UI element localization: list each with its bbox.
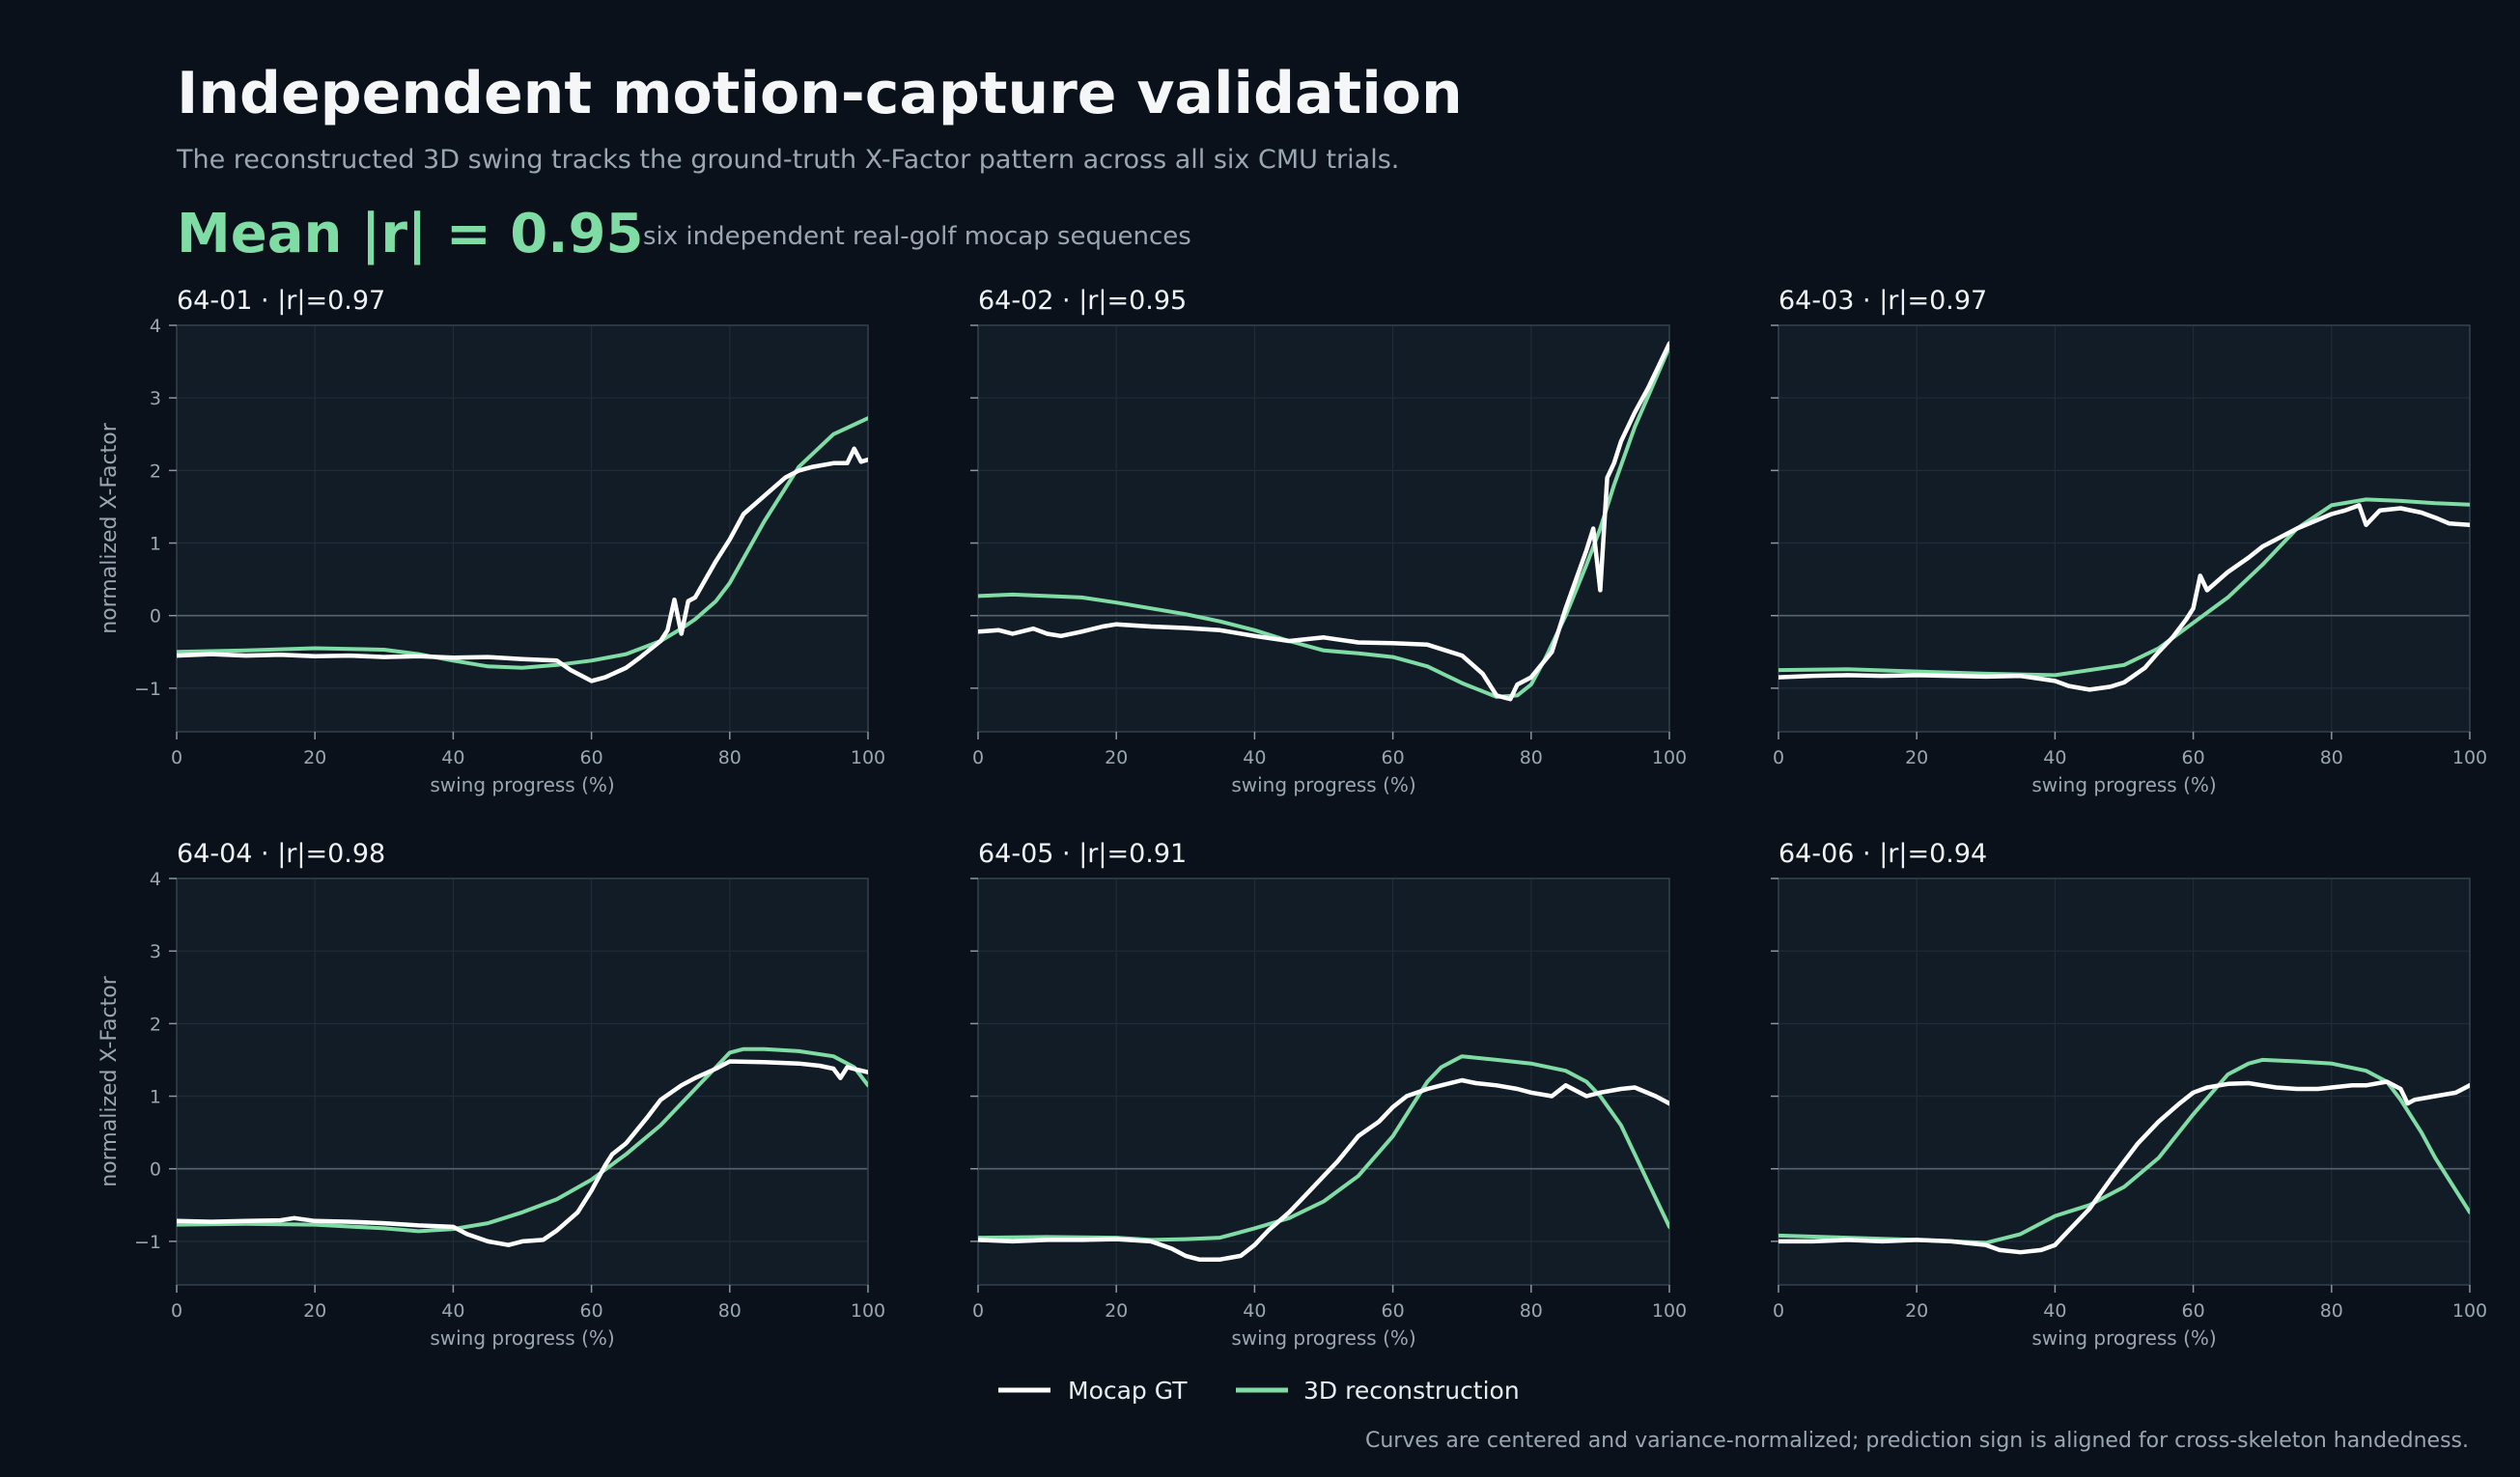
x-tick-label: 20 xyxy=(1905,747,1928,768)
y-tick-label: 4 xyxy=(150,869,161,890)
y-tick-label: 4 xyxy=(150,316,161,337)
x-tick-label: 0 xyxy=(972,747,984,768)
x-tick-label: 100 xyxy=(1652,1300,1687,1322)
x-axis-label: swing progress (%) xyxy=(430,1326,614,1350)
plot-frame xyxy=(1778,878,2471,1286)
x-tick-label: 60 xyxy=(2182,747,2205,768)
x-tick-label: 0 xyxy=(1773,1300,1784,1322)
footnote: Curves are centered and variance-normali… xyxy=(1364,1429,2469,1453)
y-tick-label: 0 xyxy=(150,1159,161,1181)
y-tick-label: 3 xyxy=(150,388,161,409)
legend-label-3d-reconstruction: 3D reconstruction xyxy=(1303,1377,1520,1405)
series-3d-reconstruction xyxy=(177,1046,868,1234)
plot-area xyxy=(978,878,1669,1285)
panel-5: 64-05 · |r|=0.91 0 20 40 60 80 100 swing progre… xyxy=(970,839,1687,1350)
series-mocap-gt xyxy=(177,446,868,683)
y-tick-label: 2 xyxy=(150,1014,161,1035)
y-tick-label: −1 xyxy=(134,1232,161,1253)
panel-title: 64-02 · |r|=0.95 xyxy=(978,286,1187,316)
series-3d-reconstruction xyxy=(1778,497,2470,678)
x-tick-label: 80 xyxy=(2320,1300,2343,1322)
x-axis-label: swing progress (%) xyxy=(1231,1326,1415,1350)
y-tick-label: 3 xyxy=(150,941,161,962)
x-tick-label: 60 xyxy=(1382,1300,1405,1322)
x-tick-label: 80 xyxy=(718,747,742,768)
x-tick-label: 20 xyxy=(303,1300,326,1322)
x-tick-label: 20 xyxy=(1105,1300,1128,1322)
y-tick-label: 1 xyxy=(150,534,161,555)
x-tick-label: 60 xyxy=(2182,1300,2205,1322)
x-tick-label: 80 xyxy=(2320,747,2343,768)
page-title: Independent motion-capture validation xyxy=(177,60,1463,127)
x-axis-label: swing progress (%) xyxy=(2031,773,2216,796)
series-mocap-gt xyxy=(1778,503,2470,692)
x-tick-label: 100 xyxy=(2452,747,2487,768)
x-tick-label: 20 xyxy=(303,747,326,768)
y-tick-label: −1 xyxy=(134,679,161,700)
plot-frame xyxy=(977,324,1670,733)
plot-area xyxy=(978,325,1669,732)
plot-area xyxy=(1778,878,2470,1285)
legend-label-mocap-gt: Mocap GT xyxy=(1068,1377,1188,1405)
panel-title: 64-03 · |r|=0.97 xyxy=(1778,286,1987,316)
panel-title: 64-06 · |r|=0.94 xyxy=(1778,839,1987,869)
y-tick-label: 0 xyxy=(150,606,161,627)
x-tick-label: 100 xyxy=(851,747,885,768)
x-tick-label: 80 xyxy=(1520,747,1543,768)
plot-frame xyxy=(1778,324,2471,733)
plot-area xyxy=(177,325,868,732)
series-mocap-gt xyxy=(978,341,1669,702)
series-mocap-gt xyxy=(978,1077,1669,1262)
x-tick-label: 60 xyxy=(1382,747,1405,768)
x-tick-label: 100 xyxy=(1652,747,1687,768)
x-tick-label: 40 xyxy=(441,747,464,768)
x-tick-label: 20 xyxy=(1105,747,1128,768)
panel-4: 64-04 · |r|=0.98 0 20 40 60 80 100 −1 0 1 2 3 4 swing… xyxy=(98,839,885,1350)
x-tick-label: 80 xyxy=(1520,1300,1543,1322)
series-mocap-gt xyxy=(177,1059,868,1247)
plot-frame xyxy=(176,324,869,733)
x-tick-label: 60 xyxy=(580,747,603,768)
panel-title: 64-01 · |r|=0.97 xyxy=(177,286,385,316)
panel-3: 64-03 · |r|=0.97 0 20 40 60 80 100 swing progre… xyxy=(1771,286,2487,796)
metric-note: six independent real-golf mocap sequence… xyxy=(643,222,1191,251)
legend: Mocap GT 3D reconstruction xyxy=(998,1377,1520,1405)
y-tick-label: 2 xyxy=(150,460,161,482)
x-axis-label: swing progress (%) xyxy=(430,773,614,796)
x-tick-label: 0 xyxy=(171,1300,182,1322)
panel-title: 64-05 · |r|=0.91 xyxy=(978,839,1187,869)
x-axis-label: swing progress (%) xyxy=(1231,773,1415,796)
series-3d-reconstruction xyxy=(177,416,868,670)
x-tick-label: 0 xyxy=(1773,747,1784,768)
x-tick-label: 40 xyxy=(2043,1300,2066,1322)
y-tick-label: 1 xyxy=(150,1087,161,1108)
x-tick-label: 40 xyxy=(1243,1300,1266,1322)
plot-frame xyxy=(977,878,1670,1286)
series-3d-reconstruction xyxy=(978,1054,1669,1242)
x-tick-label: 0 xyxy=(171,747,182,768)
x-tick-label: 100 xyxy=(2452,1300,2487,1322)
panel-2: 64-02 · |r|=0.95 0 20 40 60 80 100 swing progre… xyxy=(970,286,1687,796)
panel-6: 64-06 · |r|=0.94 0 20 40 60 80 100 swing progre… xyxy=(1771,839,2487,1350)
y-axis-label: normalized X-Factor xyxy=(98,975,122,1186)
x-tick-label: 60 xyxy=(580,1300,603,1322)
x-tick-label: 80 xyxy=(718,1300,742,1322)
x-tick-label: 20 xyxy=(1905,1300,1928,1322)
panel-title: 64-04 · |r|=0.98 xyxy=(177,839,385,869)
x-tick-label: 0 xyxy=(972,1300,984,1322)
x-tick-label: 40 xyxy=(2043,747,2066,768)
x-tick-label: 40 xyxy=(1243,747,1266,768)
page-subtitle: The reconstructed 3D swing tracks the gr… xyxy=(177,145,1400,175)
x-tick-label: 40 xyxy=(441,1300,464,1322)
x-tick-label: 100 xyxy=(851,1300,885,1322)
panel-1: 64-01 · |r|=0.97 0 20 40 60 80 100 −1 0 1 2 3 4 swing… xyxy=(98,286,885,796)
x-axis-label: swing progress (%) xyxy=(2031,1326,2216,1350)
mean-correlation-metric: Mean |r| = 0.95 xyxy=(177,203,644,265)
y-axis-label: normalized X-Factor xyxy=(98,422,122,633)
series-3d-reconstruction xyxy=(978,345,1669,699)
series-mocap-gt xyxy=(1778,1079,2470,1255)
plot-frame xyxy=(176,878,869,1286)
